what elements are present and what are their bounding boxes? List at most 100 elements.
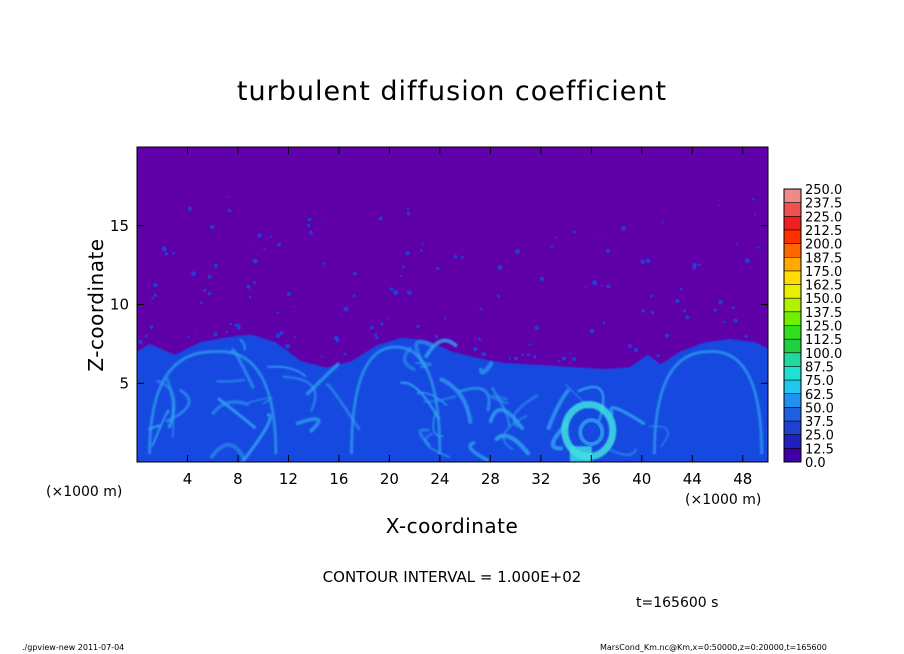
turbulence-blob xyxy=(555,236,557,239)
turbulence-blob xyxy=(633,347,639,353)
turbulence-blob xyxy=(352,294,356,297)
turbulence-blob xyxy=(149,325,154,329)
turbulence-blob xyxy=(521,353,524,356)
eddy-streak xyxy=(609,448,638,457)
turbulence-blob xyxy=(478,338,482,341)
turbulence-blob xyxy=(602,321,606,325)
colorbar-swatch xyxy=(784,202,801,217)
colorbar-label: 125.0 xyxy=(805,320,842,335)
colorbar-swatch xyxy=(784,448,801,463)
eddy-streak xyxy=(488,408,524,430)
turbulence-blob xyxy=(286,291,291,296)
turbulence-blob xyxy=(508,357,512,360)
x-tick-label: 16 xyxy=(329,470,348,488)
turbulence-blob xyxy=(375,336,379,340)
turbulence-blob xyxy=(153,283,158,288)
turbulence-blob xyxy=(533,355,537,359)
turbulence-blob xyxy=(675,298,680,304)
turbulence-blob xyxy=(153,293,157,297)
turbulence-blob xyxy=(292,305,295,308)
turbulence-blob xyxy=(679,287,683,291)
x-tick-label: 36 xyxy=(582,470,601,488)
turbulence-blob xyxy=(735,243,738,246)
x-tick-label: 32 xyxy=(531,470,550,488)
turbulence-blob xyxy=(307,217,312,222)
turbulence-blob xyxy=(235,323,241,328)
eddy-streak xyxy=(209,442,246,460)
turbulence-blob xyxy=(453,254,458,259)
turbulence-blob xyxy=(138,339,143,344)
eddy-streak xyxy=(282,375,317,412)
colorbar-swatch xyxy=(784,298,801,313)
x-tick-label: 20 xyxy=(380,470,399,488)
eddy-streak xyxy=(577,385,605,422)
turbulence-blob xyxy=(187,206,192,211)
eddy-streak xyxy=(439,377,473,424)
colorbar-label: 225.0 xyxy=(805,210,842,225)
eddy-streak xyxy=(502,414,528,451)
colorbar-label: 150.0 xyxy=(805,292,842,307)
turbulence-blob xyxy=(589,328,595,334)
turbulence-blob xyxy=(573,230,576,234)
colorbar-swatch xyxy=(784,270,801,285)
eddy-streak xyxy=(418,428,431,447)
colorbar-swatch xyxy=(784,216,801,231)
turbulence-blob xyxy=(229,322,232,326)
turbulence-blob xyxy=(207,274,212,279)
x-unit-label-right: (×1000 m) xyxy=(685,492,762,508)
turbulence-blob xyxy=(164,252,168,256)
turbulence-blob xyxy=(754,213,756,216)
turbulence-blob xyxy=(213,332,218,337)
eddy-streak xyxy=(648,425,669,448)
turbulence-blob xyxy=(481,352,486,357)
y-tick-label: 15 xyxy=(110,217,129,235)
eddy-streak xyxy=(171,405,175,438)
turbulence-blob xyxy=(497,265,503,271)
turbulence-blob xyxy=(380,322,384,326)
colorbar-label: 212.5 xyxy=(805,224,842,239)
turbulence-blob xyxy=(744,334,748,338)
turbulence-blob xyxy=(515,249,520,255)
turbulence-blob xyxy=(393,290,399,295)
turbulence-blob xyxy=(682,309,686,313)
turbulence-blob xyxy=(369,325,374,330)
colorbar-label: 250.0 xyxy=(805,183,842,198)
colorbar-label: 25.0 xyxy=(805,429,834,444)
turbulence-blob xyxy=(641,309,645,313)
colorbar-label: 175.0 xyxy=(805,265,842,280)
turbulence-blob xyxy=(645,258,651,264)
eddy-streak xyxy=(468,441,489,462)
turbulence-blob xyxy=(276,242,281,247)
turbulence-blob xyxy=(722,320,726,324)
turbulence-blob xyxy=(213,263,218,268)
eddy-streak xyxy=(458,386,491,412)
turbulence-blob xyxy=(497,294,500,298)
x-tick-label: 4 xyxy=(183,470,193,488)
colorbar-label: 137.5 xyxy=(805,306,842,321)
turbulence-blob xyxy=(473,347,478,352)
turbulence-blob xyxy=(263,247,266,250)
turbulence-blob xyxy=(444,317,447,320)
colorbar-label: 100.0 xyxy=(805,347,842,362)
colorbar-swatch xyxy=(784,311,801,326)
turbulence-blob xyxy=(257,233,262,238)
turbulence-blob xyxy=(353,271,357,276)
scattered-blobs xyxy=(138,195,760,363)
turbulence-blob xyxy=(621,226,626,231)
eddy-streak xyxy=(151,409,170,447)
turbulence-blob xyxy=(416,324,420,328)
colorbar-label: 187.5 xyxy=(805,251,842,266)
turbulence-blob xyxy=(640,259,645,264)
colorbar-label: 12.5 xyxy=(805,442,834,457)
turbulence-blob xyxy=(600,284,603,287)
plot-area xyxy=(136,146,769,463)
turbulence-blob xyxy=(628,344,632,349)
turbulence-blob xyxy=(400,274,403,278)
turbulence-blob xyxy=(140,342,143,345)
footer-source-info: MarsCond_Km.nc@Km,x=0:50000,z=0:20000,t=… xyxy=(600,643,827,652)
turbulence-blob xyxy=(528,343,532,346)
turbulence-blob xyxy=(733,318,738,323)
eddy-streak xyxy=(478,361,494,375)
colorbar-swatch xyxy=(784,393,801,408)
